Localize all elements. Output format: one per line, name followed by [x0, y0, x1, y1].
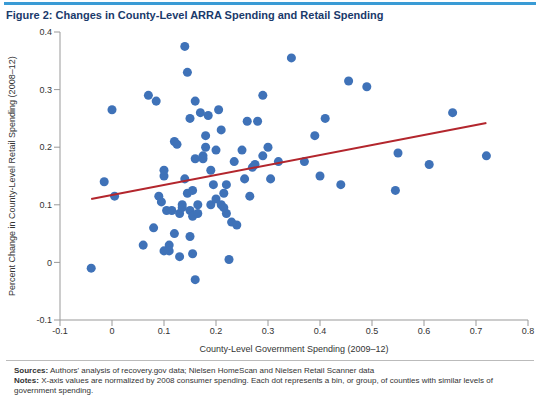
- svg-text:Percent Change in County-Level: Percent Change in County-Level Retail Sp…: [8, 56, 17, 296]
- svg-text:0.1: 0.1: [39, 200, 52, 210]
- html-text:Sources: Authors' analysis of: Sources: Authors' analysis of recovery.g…: [14, 366, 375, 375]
- svg-text:0.3: 0.3: [39, 85, 52, 95]
- svg-text:0.8: 0.8: [522, 326, 532, 336]
- svg-text:0.2: 0.2: [39, 142, 52, 152]
- svg-text:County-Level Government Spendi: County-Level Government Spending (2009–1…: [199, 344, 388, 354]
- svg-text:0.5: 0.5: [366, 326, 379, 336]
- svg-text:0.1: 0.1: [158, 326, 171, 336]
- svg-text:0: 0: [47, 258, 52, 268]
- svg-text:0.4: 0.4: [314, 326, 327, 336]
- svg-text:-0.1: -0.1: [36, 315, 52, 325]
- svg-text:0.4: 0.4: [39, 27, 52, 37]
- svg-text:0: 0: [109, 326, 114, 336]
- svg-text:-0.1: -0.1: [52, 326, 68, 336]
- svg-text:0.2: 0.2: [210, 326, 223, 336]
- svg-text:0.3: 0.3: [262, 326, 275, 336]
- html-text:Notes: X-axis values are norma: Notes: X-axis values are normalized by 2…: [14, 376, 493, 395]
- svg-text:0.7: 0.7: [470, 326, 483, 336]
- html-text:Figure 2: Changes in County-Le: Figure 2: Changes in County-Level ARRA S…: [6, 9, 384, 21]
- svg-text:0.6: 0.6: [418, 326, 431, 336]
